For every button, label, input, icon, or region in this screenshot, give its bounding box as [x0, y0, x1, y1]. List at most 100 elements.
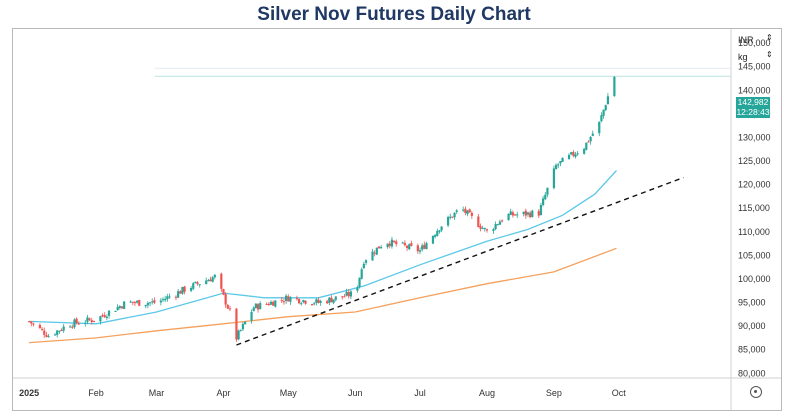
candle-body — [88, 318, 91, 320]
candle-body — [364, 260, 368, 263]
candle-body — [148, 302, 152, 304]
candle-body — [47, 336, 50, 338]
x-tick-label: Sep — [546, 388, 562, 398]
candle-body — [129, 301, 132, 303]
candle-body — [289, 297, 292, 302]
candle-body — [205, 280, 208, 285]
candle-body — [600, 115, 603, 122]
candle-body — [401, 242, 404, 244]
candle-body — [28, 321, 31, 323]
candle-body — [62, 326, 65, 331]
candle-body — [451, 216, 454, 218]
candle-body — [542, 198, 545, 205]
chevron-updown-icon[interactable]: ⇕ — [766, 50, 773, 59]
y-tick-label: 105,000 — [738, 250, 771, 260]
candle-body — [513, 214, 517, 216]
candle-body — [153, 300, 156, 303]
x-tick-label: Oct — [612, 388, 627, 398]
candle-body — [477, 216, 480, 227]
gear-icon[interactable] — [750, 386, 762, 398]
candle-body — [77, 323, 80, 325]
candle-body — [375, 247, 378, 255]
candle-body — [73, 319, 76, 328]
candle-body — [239, 329, 242, 331]
candle-body — [332, 299, 335, 303]
candle-body — [282, 301, 286, 303]
candle-body — [285, 295, 288, 301]
candle-body — [388, 243, 391, 246]
candle-body — [576, 153, 579, 155]
candle-body — [243, 321, 247, 325]
candle-body — [138, 300, 141, 306]
candle-body — [500, 220, 504, 222]
currency-label[interactable]: INR — [738, 35, 754, 45]
candle-body — [416, 245, 419, 252]
candle-body — [196, 282, 199, 284]
candle-body — [213, 274, 216, 278]
candle-body — [602, 109, 605, 116]
candle-body — [319, 301, 322, 303]
candle-body — [347, 292, 350, 297]
candle-body — [554, 164, 558, 170]
candle-body — [531, 210, 534, 217]
candle-body — [135, 300, 139, 303]
candle-body — [572, 151, 575, 156]
candle-body — [479, 226, 482, 229]
candle-body — [90, 320, 93, 322]
x-tick-label: 2025 — [19, 388, 39, 398]
candle-body — [524, 210, 527, 216]
candle-body — [567, 154, 571, 159]
candle-body — [297, 299, 301, 304]
candle-body — [265, 303, 268, 305]
candle-body — [144, 304, 147, 307]
candle-body — [60, 329, 63, 331]
candle-body — [405, 245, 409, 248]
candle-body — [481, 228, 484, 230]
candle-body — [591, 133, 594, 136]
candle-body — [252, 307, 255, 312]
candle-body — [362, 263, 365, 269]
candle-body — [272, 301, 275, 306]
candle-body — [438, 230, 441, 232]
candle-body — [181, 286, 184, 294]
candle-body — [418, 250, 422, 252]
candle-body — [313, 303, 316, 305]
candle-body — [390, 239, 394, 247]
candle-body — [511, 212, 514, 216]
candle-body — [168, 296, 171, 298]
x-tick-label: Feb — [88, 388, 104, 398]
y-tick-label: 90,000 — [738, 321, 766, 331]
last-price: 142,982 — [737, 97, 769, 107]
moving-average-line — [29, 247, 617, 344]
unit-label[interactable]: kg — [738, 52, 748, 62]
candle-body — [151, 301, 154, 303]
candle-body — [53, 334, 57, 336]
x-tick-label: Jun — [348, 388, 363, 398]
y-tick-label: 120,000 — [738, 180, 771, 190]
candle-body — [334, 296, 337, 300]
candle-body — [107, 310, 111, 316]
candle-body — [356, 287, 359, 291]
candle-body — [56, 330, 59, 335]
trendline — [236, 176, 684, 346]
candle-body — [259, 303, 262, 310]
candle-body — [254, 303, 257, 309]
candle-body — [295, 298, 299, 300]
candle-body — [403, 242, 406, 246]
last-price-tag: 142,982 12:28:43 — [736, 97, 770, 118]
candle-body — [174, 296, 178, 298]
candle-body — [455, 210, 458, 212]
moving-average-line — [29, 170, 617, 325]
chevron-updown-icon[interactable]: ⇕ — [766, 33, 773, 42]
candle-body — [209, 279, 212, 282]
candle-body — [446, 216, 450, 226]
candle-body — [613, 76, 616, 97]
candle-body — [410, 243, 413, 246]
candle-body — [224, 294, 227, 305]
candle-body — [166, 296, 169, 300]
candle-body — [509, 211, 512, 215]
candle-body — [159, 300, 162, 303]
candle-body — [310, 304, 314, 306]
candle-body — [58, 330, 61, 332]
